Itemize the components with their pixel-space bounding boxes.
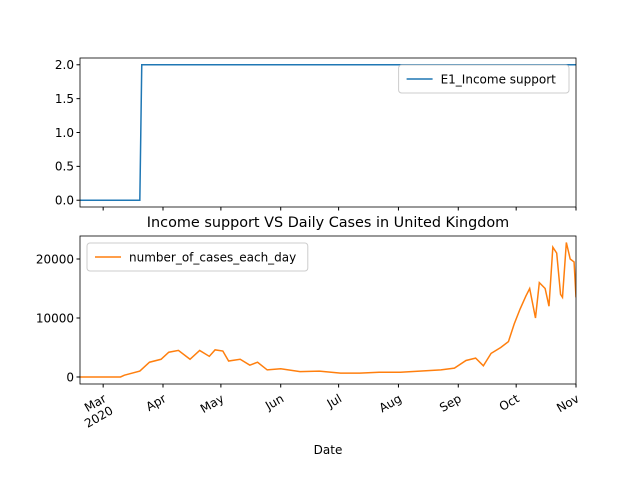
x-tick-label: Apr (144, 391, 169, 414)
chart-title: Income support VS Daily Cases in United … (147, 215, 509, 231)
y-tick-label: 0 (66, 370, 74, 384)
x-tick-label: Oct (497, 391, 522, 414)
legend-box (86, 242, 309, 272)
x-tick-label: Nov (554, 391, 581, 415)
axes-frame (79, 235, 577, 385)
axes-frame (79, 57, 577, 208)
legend-box (398, 64, 570, 94)
legend-label: number_of_cases_each_day (129, 250, 296, 264)
y-tick-label: 1.0 (55, 126, 74, 140)
x-axis-label: Date (314, 443, 343, 457)
y-tick-label: 0.0 (55, 194, 74, 208)
series-line (80, 242, 576, 378)
plot-area (80, 242, 576, 378)
y-tick-label: 1.5 (55, 92, 74, 106)
series-line (80, 64, 576, 201)
y-tick-label: 10000 (36, 311, 74, 325)
x-tick-label: May (198, 391, 226, 416)
y-tick-label: 0.5 (55, 160, 74, 174)
plot-area (80, 64, 576, 201)
legend-label: E1_Income support (441, 72, 557, 86)
x-tick-label: Mar2020 (75, 391, 115, 430)
x-tick-label: Aug (377, 391, 404, 415)
x-tick-label: Sep (437, 391, 464, 414)
x-tick-label: Jun (262, 391, 286, 413)
y-tick-label: 2.0 (55, 58, 74, 72)
x-tick-label: Jul (324, 391, 344, 411)
y-tick-label: 20000 (36, 252, 74, 266)
